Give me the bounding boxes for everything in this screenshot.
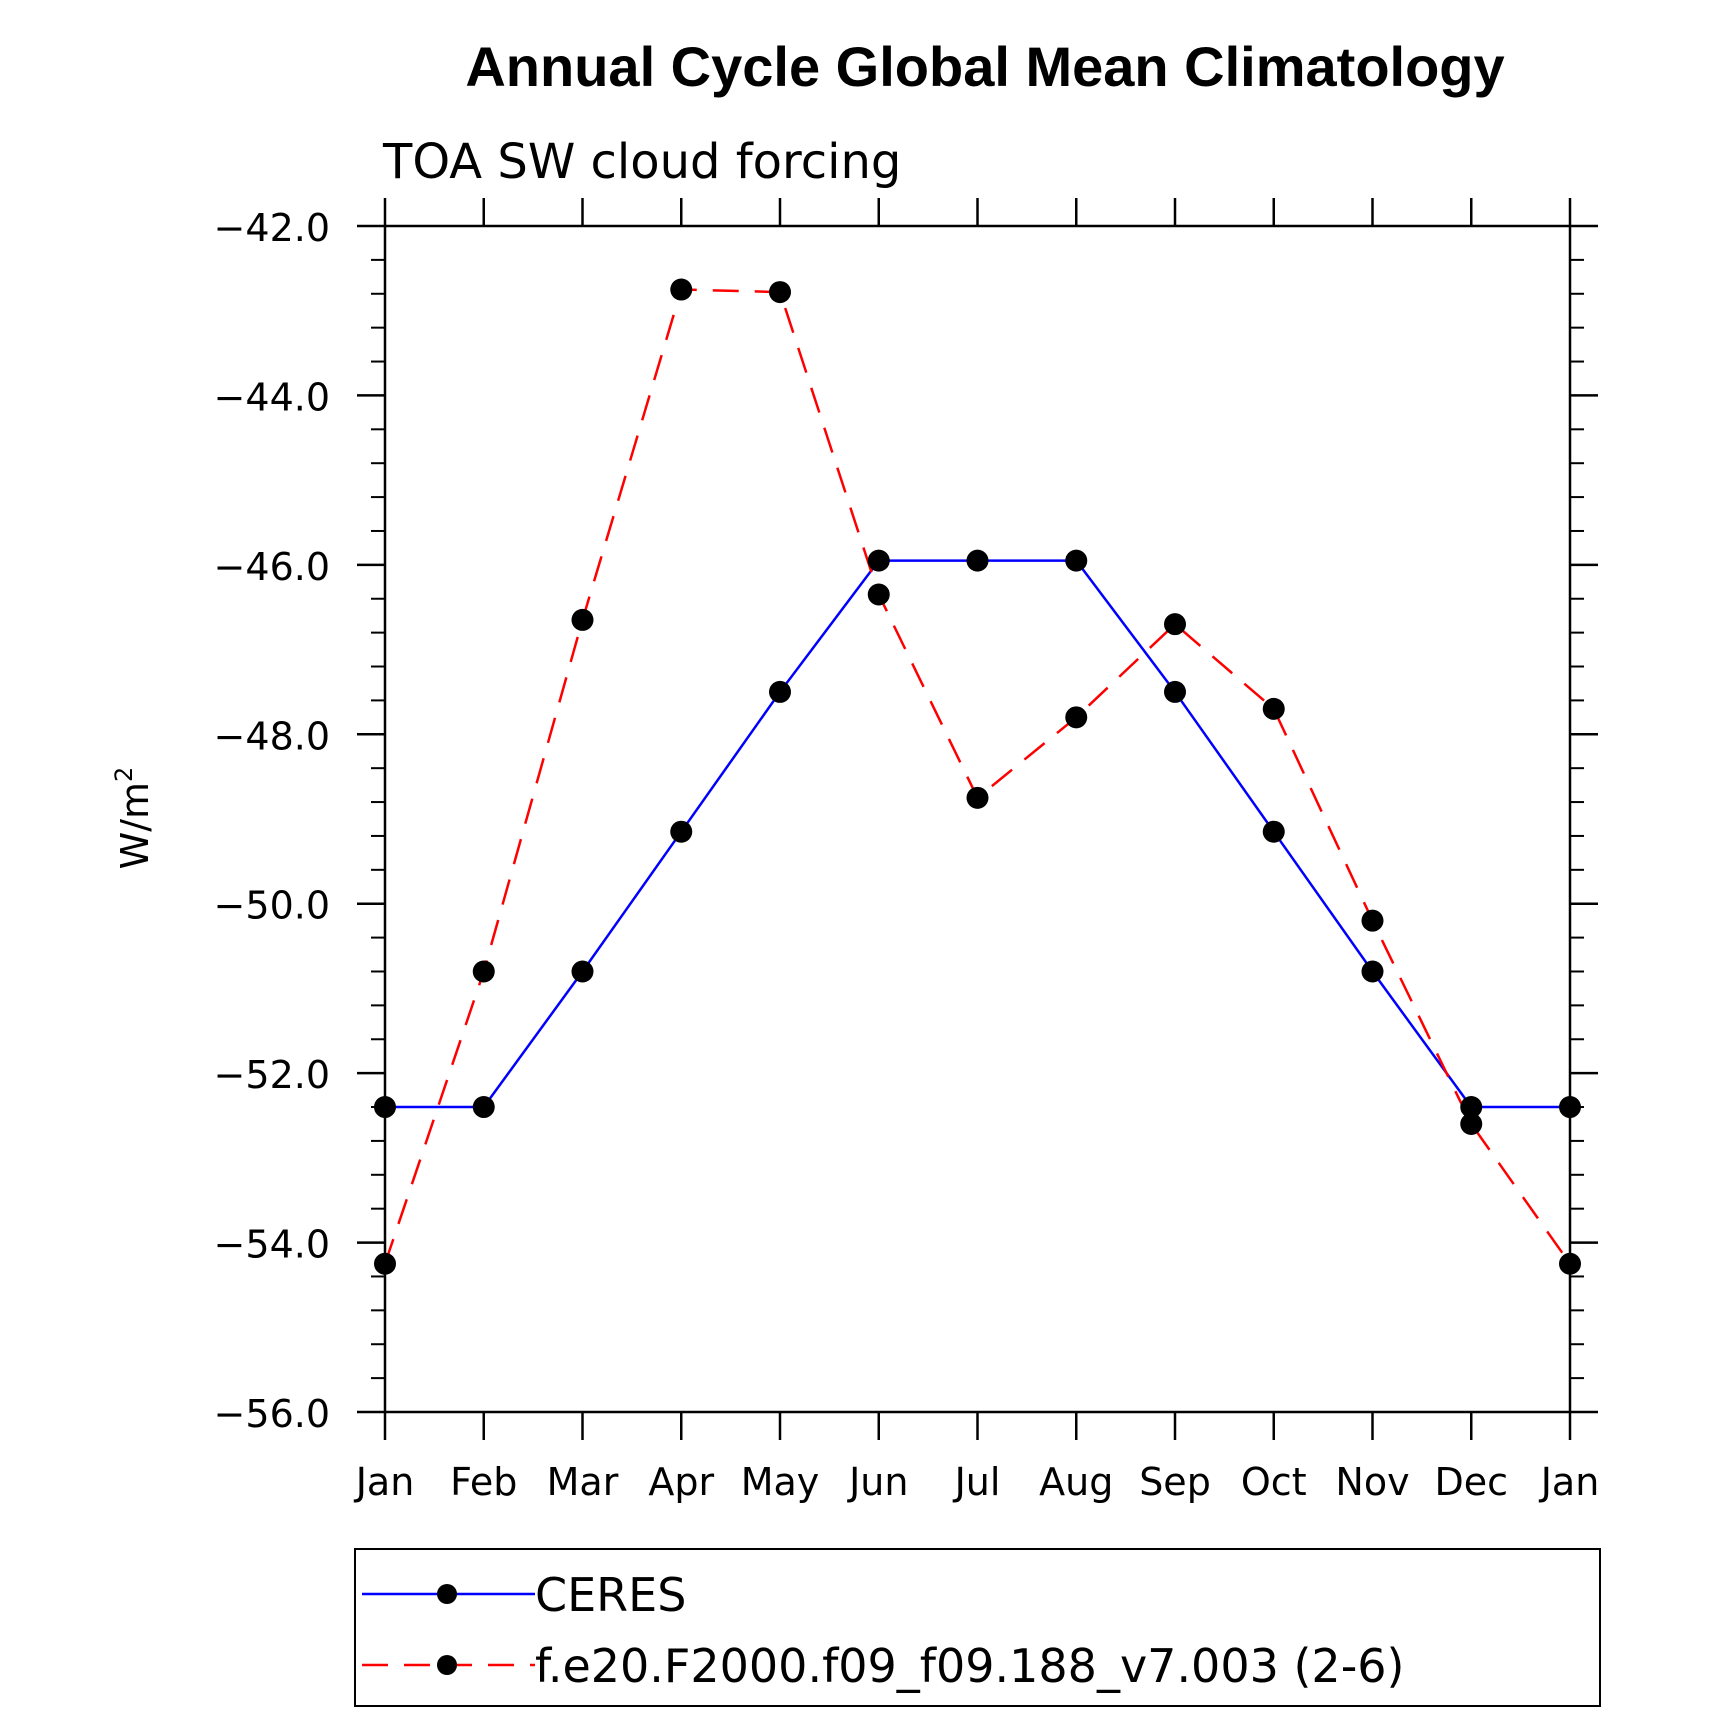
x-tick-label: Jan (1539, 1460, 1600, 1504)
series-1-point (374, 1252, 396, 1275)
series-0-point (1361, 960, 1384, 983)
series-1-point (670, 278, 693, 301)
series-1-point (1065, 706, 1088, 729)
legend-label-ceres: CERES (535, 1568, 686, 1622)
y-tick-label: −48.0 (214, 714, 330, 758)
x-tick-label: Dec (1434, 1460, 1508, 1504)
series-1-point (966, 786, 989, 809)
series-0-point (472, 1096, 495, 1119)
x-tick-label: Mar (547, 1460, 619, 1504)
series-1-point (571, 608, 594, 631)
x-tick-label: Oct (1241, 1460, 1307, 1504)
axes: Jan Feb Mar Apr May Jun Jul Aug Sep Oct Nov Dec Jan−… (214, 198, 1600, 1504)
y-axis-label: W/m2 (110, 767, 157, 870)
x-tick-label: May (741, 1460, 820, 1504)
series-0-point (670, 820, 693, 843)
x-tick-label: Apr (648, 1460, 714, 1504)
series-1-point (1460, 1112, 1483, 1135)
series-1-point (1262, 697, 1285, 720)
x-tick-label: Jan (354, 1460, 415, 1504)
series-0-point (867, 549, 890, 572)
y-tick-label: −54.0 (214, 1223, 330, 1267)
y-tick-label: −56.0 (214, 1392, 330, 1436)
series-1-point (867, 583, 890, 606)
x-tick-label: Jul (953, 1460, 1001, 1504)
series-1-point (472, 960, 495, 983)
series-0-point (769, 680, 791, 703)
x-tick-label: Jun (847, 1460, 908, 1504)
series-0-point (966, 549, 989, 572)
series-0-point (1559, 1096, 1581, 1119)
x-tick-label: Nov (1335, 1460, 1409, 1504)
legend-marker-model (437, 1655, 457, 1675)
legend: CERES f.e20.F2000.f09_f09.188_v7.003 (2-… (354, 1548, 1601, 1707)
x-tick-label: Sep (1139, 1460, 1211, 1504)
chart-subtitle: TOA SW cloud forcing (382, 134, 901, 190)
series-1-point (1164, 613, 1186, 636)
series-1-point (769, 281, 791, 304)
series-0-point (1065, 549, 1088, 572)
y-axis-label-text: W/m (113, 782, 157, 869)
y-tick-label: −44.0 (214, 375, 330, 419)
series-1-point (1361, 909, 1384, 932)
series-0-point (1460, 1096, 1483, 1119)
y-tick-label: −52.0 (214, 1053, 330, 1097)
series-1-point (1559, 1252, 1581, 1275)
series-0-point (374, 1096, 396, 1119)
series-layer (374, 278, 1581, 1275)
y-tick-label: −42.0 (214, 206, 330, 250)
y-tick-label: −46.0 (214, 545, 330, 589)
y-tick-label: −50.0 (214, 884, 330, 928)
plot-frame (383, 224, 1572, 1414)
legend-box (354, 1548, 1601, 1707)
legend-label-model: f.e20.F2000.f09_f09.188_v7.003 (2-6) (535, 1639, 1405, 1693)
series-0-point (571, 960, 594, 983)
series-0-point (1262, 820, 1285, 843)
series-0-point (1164, 680, 1186, 703)
y-axis-label-superscript: 2 (110, 767, 138, 782)
series-line-0 (385, 559, 1570, 1109)
series-line-1 (383, 288, 1572, 1265)
x-tick-label: Feb (450, 1460, 517, 1504)
legend-marker-ceres (437, 1584, 457, 1604)
chart-title: Annual Cycle Global Mean Climatology (465, 35, 1504, 98)
x-tick-label: Aug (1039, 1460, 1113, 1504)
